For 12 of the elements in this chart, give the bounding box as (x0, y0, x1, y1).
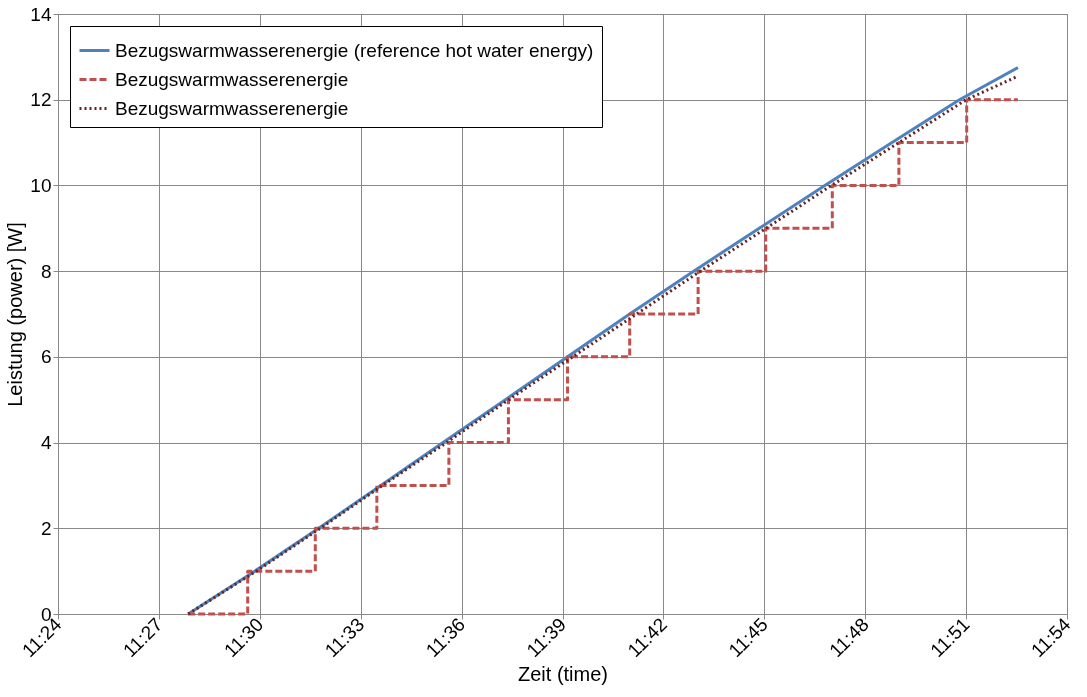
y-tick-label: 14 (30, 3, 52, 25)
x-axis-title: Zeit (time) (518, 663, 608, 686)
legend-label: Bezugswarmwasserenergie (115, 68, 349, 90)
y-tick-label: 4 (40, 432, 52, 454)
legend-label: Bezugswarmwasserenergie (reference hot water energy) (115, 39, 594, 61)
y-tick-label: 8 (40, 260, 52, 282)
y-tick-label: 10 (30, 174, 52, 196)
y-tick-label: 2 (40, 517, 52, 539)
legend-label: Bezugswarmwasserenergie (115, 97, 349, 119)
y-tick-label: 6 (40, 346, 52, 368)
y-axis-title: Leistung (power) [W] (4, 222, 27, 407)
y-tick-label: 12 (30, 89, 52, 111)
